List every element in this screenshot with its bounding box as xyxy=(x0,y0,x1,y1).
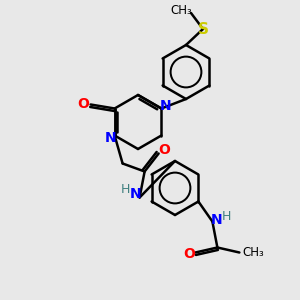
Text: S: S xyxy=(197,22,208,37)
Text: N: N xyxy=(105,131,116,146)
Text: O: O xyxy=(159,143,171,158)
Text: H: H xyxy=(121,183,130,196)
Text: N: N xyxy=(211,212,222,226)
Text: O: O xyxy=(183,248,195,262)
Text: N: N xyxy=(160,98,171,112)
Text: O: O xyxy=(78,97,90,110)
Text: CH₃: CH₃ xyxy=(242,246,264,259)
Text: N: N xyxy=(130,187,141,200)
Text: CH₃: CH₃ xyxy=(170,4,192,16)
Text: H: H xyxy=(222,210,231,223)
